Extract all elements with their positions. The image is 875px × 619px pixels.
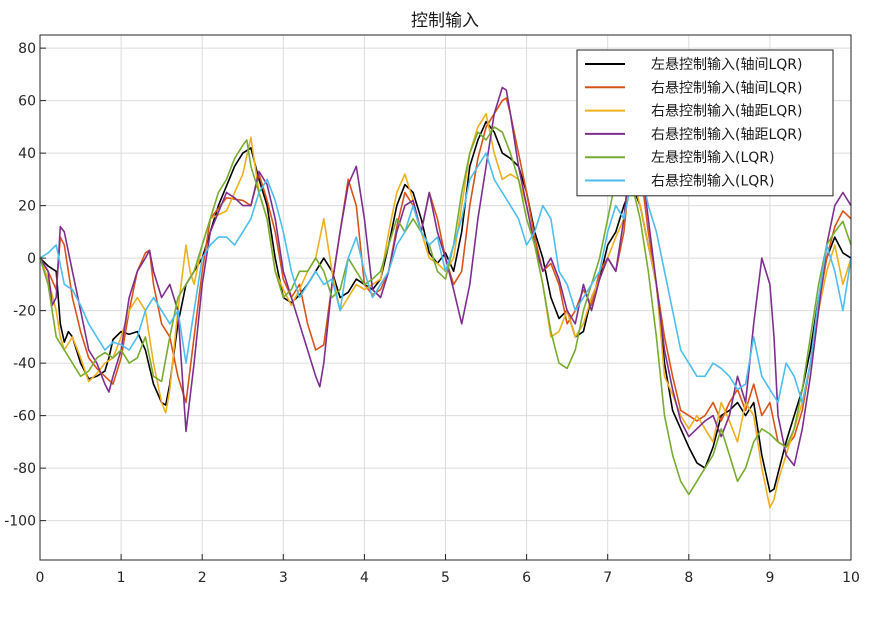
legend-label-1: 左悬控制输入(轴间LQR)	[651, 57, 802, 73]
x-tick-label: 3	[279, 570, 288, 586]
axis-ticks: 0 1 2 3 4 5 6 7 8 9 10 -100 -80 -60 -40 -20 0 20 40 60 80	[4, 41, 860, 586]
series-line-5	[39, 126, 852, 496]
legend: 左悬控制输入(轴间LQR) 右悬控制输入(轴间LQR) 右悬控制输入(轴距LQR) 右…	[576, 49, 834, 197]
legend-label-4: 右悬控制输入(轴距LQR)	[651, 127, 802, 143]
x-tick-label: 5	[441, 570, 450, 586]
legend-label-3: 右悬控制输入(轴距LQR)	[651, 104, 802, 120]
legend-box	[576, 49, 834, 197]
chart-title: 控制输入	[411, 11, 479, 31]
x-tick-label: 4	[360, 570, 369, 586]
y-tick-label: 20	[18, 199, 36, 215]
x-tick-label: 10	[842, 570, 860, 586]
y-tick-label: -100	[4, 514, 36, 530]
y-tick-label: -20	[13, 304, 36, 320]
y-tick-label: -80	[13, 461, 36, 477]
series-line-4	[39, 86, 852, 467]
x-tick-label: 6	[522, 570, 531, 586]
series-group	[39, 86, 852, 509]
legend-label-5: 左悬控制输入(LQR)	[651, 150, 774, 166]
legend-label-6: 右悬控制输入(LQR)	[651, 174, 774, 190]
series-line-1	[39, 120, 852, 493]
y-tick-label: 60	[18, 94, 36, 110]
x-tick-label: 2	[198, 570, 207, 586]
series-line-6	[39, 152, 852, 404]
y-tick-label: 0	[27, 251, 36, 267]
x-tick-label: 1	[117, 570, 126, 586]
x-tick-label: 8	[684, 570, 693, 586]
y-tick-label: -40	[13, 356, 36, 372]
x-tick-label: 9	[765, 570, 774, 586]
legend-label-2: 右悬控制输入(轴间LQR)	[651, 80, 802, 96]
x-tick-label: 7	[603, 570, 612, 586]
y-tick-label: 80	[18, 41, 36, 57]
y-tick-label: -60	[13, 409, 36, 425]
x-tick-label: 0	[36, 570, 45, 586]
y-tick-label: 40	[18, 146, 36, 162]
